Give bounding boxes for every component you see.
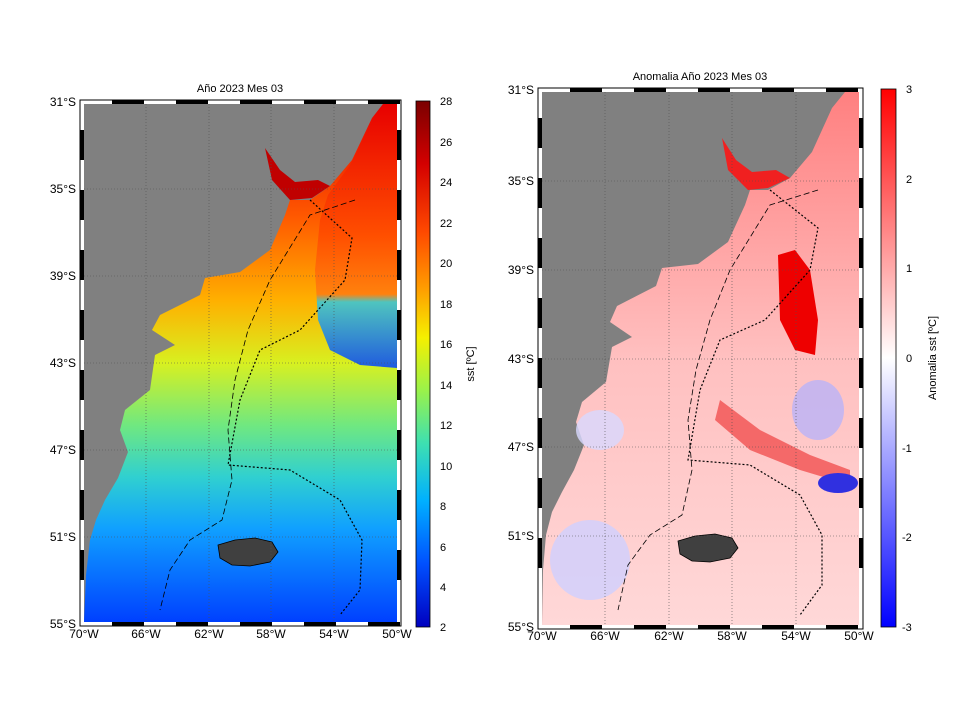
sst-frame-checks xyxy=(80,100,401,626)
lon-label: 50°W xyxy=(844,629,874,643)
sst-colorbar-ticks: 28 26 24 22 20 18 16 14 12 10 8 6 4 2 xyxy=(440,96,452,634)
lon-label: 62°W xyxy=(654,629,684,643)
lon-label: 50°W xyxy=(382,627,412,641)
zee-dotted-line xyxy=(687,189,823,616)
anomaly-panel-title: Anomalia Año 2023 Mes 03 xyxy=(633,71,768,83)
anomaly-cold-east xyxy=(792,380,844,440)
lon-label: 70°W xyxy=(69,627,99,641)
lat-label: 31°S xyxy=(50,95,76,109)
anomaly-plata xyxy=(722,138,790,190)
cb-tick: 16 xyxy=(440,339,452,351)
lat-label: 55°S xyxy=(508,620,534,634)
cb-tick: 0 xyxy=(906,353,912,365)
cb-tick: 2 xyxy=(906,174,912,186)
cb-tick: -2 xyxy=(902,532,912,544)
lon-label: 66°W xyxy=(131,627,161,641)
cb-tick: 26 xyxy=(440,137,452,149)
sst-colorbar-label: sst [ºC] xyxy=(465,346,477,381)
anomaly-ocean-field xyxy=(542,92,859,625)
lat-label: 47°S xyxy=(50,443,76,457)
sst-colorbar: 28 26 24 22 20 18 16 14 12 10 8 6 4 2 ss… xyxy=(415,96,477,634)
lat-label: 31°S xyxy=(508,83,534,97)
lon-label: 58°W xyxy=(256,627,286,641)
anomaly-lat-labels: 31°S 35°S 39°S 43°S 47°S 51°S 55°S xyxy=(508,83,534,634)
cb-tick: 4 xyxy=(440,582,446,594)
lon-label: 62°W xyxy=(194,627,224,641)
anomaly-red-band xyxy=(715,400,850,485)
anomaly-gridlines xyxy=(542,92,859,625)
lat-label: 51°S xyxy=(50,530,76,544)
sst-panel-title: Año 2023 Mes 03 xyxy=(197,83,283,95)
cb-tick: 22 xyxy=(440,218,452,230)
cb-tick: 6 xyxy=(440,542,446,554)
sst-map xyxy=(84,104,397,622)
cb-tick: 8 xyxy=(440,501,446,513)
anomaly-lon-labels: 70°W 66°W 62°W 58°W 54°W 50°W xyxy=(527,629,874,643)
sst-lon-labels: 70°W 66°W 62°W 58°W 54°W 50°W xyxy=(69,627,412,641)
sst-lat-labels: 31°S 35°S 39°S 43°S 47°S 51°S 55°S xyxy=(50,95,76,631)
cb-tick: -1 xyxy=(902,443,912,455)
falklands xyxy=(677,533,739,563)
shelf-break-line xyxy=(617,189,819,611)
anomaly-cold-patch xyxy=(818,473,858,493)
lon-label: 58°W xyxy=(717,629,747,643)
lat-label: 39°S xyxy=(508,263,534,277)
anomaly-cold-south xyxy=(550,520,630,600)
sst-plata xyxy=(265,148,330,200)
cb-tick: 18 xyxy=(440,299,452,311)
cb-tick: 1 xyxy=(906,263,912,275)
lon-label: 66°W xyxy=(590,629,620,643)
lat-label: 43°S xyxy=(50,356,76,370)
anomaly-cold-sw xyxy=(576,410,624,450)
lon-label: 70°W xyxy=(527,629,557,643)
lat-label: 47°S xyxy=(508,440,534,454)
lat-label: 55°S xyxy=(50,617,76,631)
cb-tick: 10 xyxy=(440,461,452,473)
cb-tick: 20 xyxy=(440,258,452,270)
anomaly-hot-patch xyxy=(778,250,818,355)
cb-tick: -3 xyxy=(902,622,912,634)
sst-gridlines xyxy=(84,104,397,622)
lat-label: 43°S xyxy=(508,352,534,366)
anomaly-panel: Anomalia Año 2023 Mes 03 xyxy=(508,71,939,643)
cb-tick: 24 xyxy=(440,177,452,189)
sst-panel: Año 2023 Mes 03 xyxy=(50,83,477,641)
anomaly-map xyxy=(542,92,859,625)
lon-label: 54°W xyxy=(781,629,811,643)
shelf-break-line xyxy=(159,199,356,611)
anomaly-colorbar: 3 2 1 0 -1 -2 -3 Anomalia sst [ºC] xyxy=(880,84,939,634)
anomaly-colorbar-label: Anomalia sst [ºC] xyxy=(927,316,939,400)
lat-label: 35°S xyxy=(508,174,534,188)
cb-tick: 12 xyxy=(440,420,452,432)
lat-label: 39°S xyxy=(50,269,76,283)
sst-warm-east xyxy=(315,104,397,368)
anomaly-frame-checks xyxy=(538,88,863,629)
cb-tick: 14 xyxy=(440,380,452,392)
lon-label: 54°W xyxy=(319,627,349,641)
lat-label: 35°S xyxy=(50,182,76,196)
lat-label: 51°S xyxy=(508,529,534,543)
falklands xyxy=(217,537,279,567)
cb-tick: 3 xyxy=(906,84,912,96)
anomaly-colorbar-ticks: 3 2 1 0 -1 -2 -3 xyxy=(902,84,912,634)
cb-tick: 28 xyxy=(440,96,452,108)
zee-dotted-line xyxy=(227,199,363,616)
cb-tick: 2 xyxy=(440,622,446,634)
